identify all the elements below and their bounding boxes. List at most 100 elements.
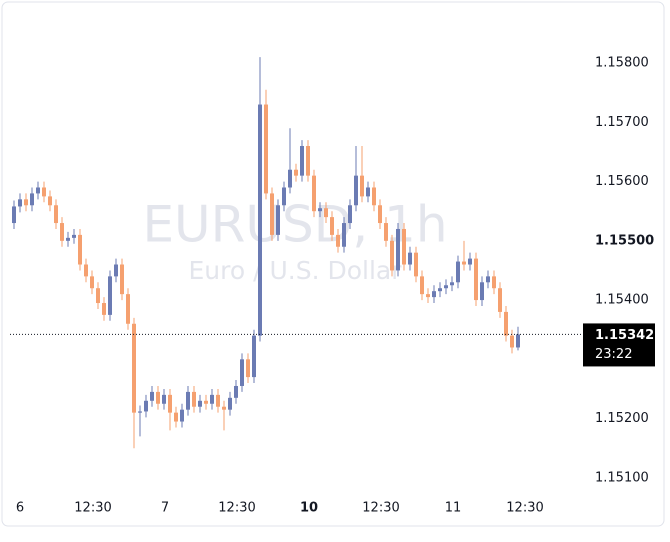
y-tick-label: 1.15500: [595, 233, 654, 248]
candle-body: [240, 359, 244, 386]
candle-body: [264, 104, 268, 194]
candle-body: [516, 334, 520, 348]
candle-body: [408, 252, 412, 265]
candle-body: [402, 228, 406, 265]
candle-body: [222, 406, 226, 410]
candle-body: [174, 412, 178, 422]
candle-body: [330, 217, 334, 235]
y-tick-label: 1.15200: [595, 411, 649, 426]
candle-body: [72, 234, 76, 238]
candle-body: [234, 385, 238, 398]
candle-body: [12, 206, 16, 224]
candle-body: [96, 288, 100, 304]
candle-body: [438, 288, 442, 292]
candle-body: [312, 175, 316, 212]
candle-body: [48, 196, 52, 206]
y-tick-label: 1.15600: [595, 174, 649, 189]
candle-body: [426, 294, 430, 298]
candle-body: [246, 359, 250, 378]
candle-body: [282, 187, 286, 206]
candle-body: [54, 205, 58, 224]
candle-body: [456, 261, 460, 283]
candle-body: [474, 258, 478, 301]
candle-body: [468, 258, 472, 265]
candle-body: [192, 391, 196, 407]
watermark-title: EURUSD, 1h: [142, 196, 447, 254]
candle-body: [210, 394, 214, 404]
candle-body: [366, 187, 370, 197]
candle-body: [378, 205, 382, 224]
x-tick-label: 7: [161, 501, 169, 516]
candle-body: [114, 264, 118, 277]
candle-body: [162, 394, 166, 404]
candle-body: [60, 223, 64, 241]
candle-body: [480, 282, 484, 301]
x-tick-label: 11: [445, 501, 462, 516]
candle-body: [360, 175, 364, 197]
candle-body: [198, 400, 202, 407]
candle-body: [132, 323, 136, 413]
x-tick-label: 6: [16, 501, 24, 516]
candle-body: [90, 276, 94, 289]
countdown: 23:22: [595, 347, 632, 362]
x-tick-label: 12:30: [362, 501, 399, 516]
y-tick-label: 1.15100: [595, 470, 649, 485]
candle-body: [276, 205, 280, 235]
x-tick-label: 10: [300, 501, 318, 516]
candle-body: [180, 409, 184, 422]
y-tick-label: 1.15400: [595, 293, 649, 308]
candle-body: [108, 276, 112, 315]
y-tick-label: 1.15700: [595, 115, 649, 130]
candle-body: [498, 288, 502, 312]
candle-body: [510, 335, 514, 348]
candle-body: [396, 228, 400, 271]
candle-body: [150, 391, 154, 401]
candle-body: [444, 285, 448, 289]
candle-body: [384, 223, 388, 241]
candle-body: [270, 193, 274, 235]
candle-body: [300, 146, 304, 176]
watermark-subtitle: Euro / U.S. Dollar: [188, 256, 402, 285]
candle-body: [486, 276, 490, 283]
candle-body: [42, 187, 46, 197]
candle-body: [492, 276, 496, 289]
candle-body: [138, 411, 142, 413]
candle-body: [504, 311, 508, 336]
x-tick-label: 12:30: [506, 501, 543, 516]
current-price-label: 1.15342: [595, 328, 654, 343]
candle-body: [228, 397, 232, 410]
y-tick-label: 1.15800: [595, 56, 649, 71]
candle-body: [204, 400, 208, 404]
candle-body: [372, 187, 376, 206]
candle-body: [462, 261, 466, 265]
panel: [1, 1, 665, 527]
candle-body: [390, 240, 394, 271]
candle-body: [336, 234, 340, 247]
candle-body: [120, 264, 124, 295]
x-tick-label: 12:30: [74, 501, 111, 516]
candle-body: [168, 394, 172, 413]
candle-body: [66, 237, 70, 241]
candle-body: [84, 264, 88, 277]
candle-body: [216, 394, 220, 407]
candle-body: [156, 391, 160, 404]
candle-body: [288, 169, 292, 188]
candle-body: [348, 205, 352, 224]
candle-body: [354, 175, 358, 206]
candle-body: [18, 199, 22, 207]
candle-body: [252, 335, 256, 378]
candle-body: [30, 193, 34, 206]
candle-body: [414, 252, 418, 277]
candle-body: [324, 208, 328, 218]
candle-body: [36, 187, 40, 194]
candle-body: [294, 169, 298, 176]
candle-body: [186, 391, 190, 410]
candle-body: [318, 208, 322, 212]
candle-body: [258, 104, 262, 336]
candle-body: [420, 276, 424, 295]
candle-body: [450, 282, 454, 286]
x-tick-label: 12:30: [218, 501, 255, 516]
candle-body: [144, 400, 148, 412]
candle-body: [342, 223, 346, 247]
